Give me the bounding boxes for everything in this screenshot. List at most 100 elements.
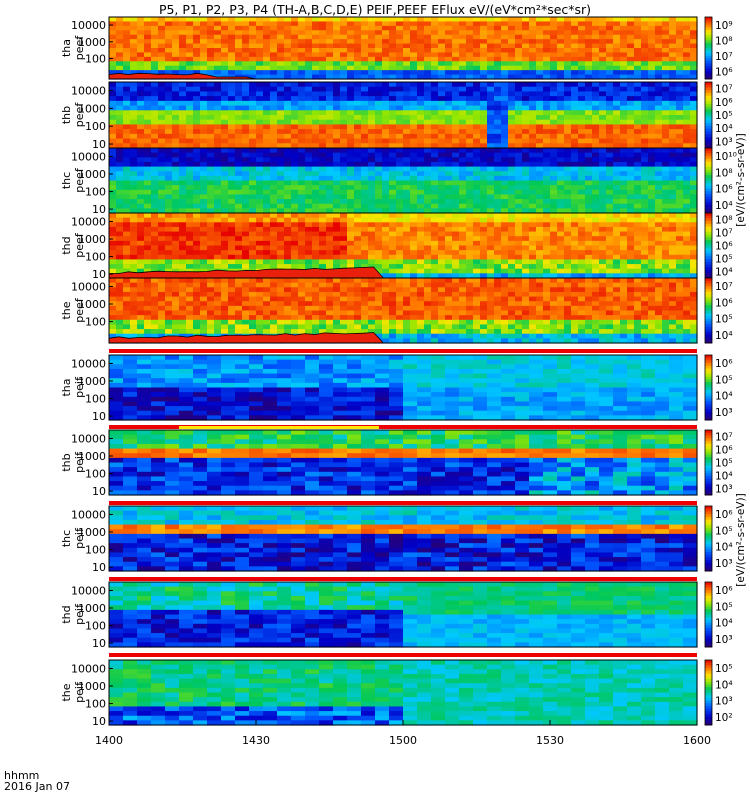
heat-cell [424,124,432,130]
heat-cell [501,180,509,186]
heat-cell [564,61,572,67]
heat-cell [172,264,180,270]
heat-cell [438,34,446,40]
heat-cell [347,143,355,149]
heat-cell [221,222,229,228]
heat-cell [431,43,439,49]
heat-cell [641,17,649,23]
heat-cell [361,61,369,67]
heat-cell [438,189,446,196]
heat-cell [361,52,369,58]
heat-cell [158,105,166,111]
heat-cell [480,254,488,261]
heat-cell [487,100,495,107]
heat-cell [396,213,404,219]
heat-cell [144,208,152,214]
heat-cell [683,61,691,67]
heat-cell [116,287,124,293]
heat-cell [522,175,530,182]
heat-cell [228,25,236,31]
heat-cell [403,34,411,40]
heat-cell [585,17,593,23]
heat-cell [683,34,691,40]
heat-cell [655,222,663,228]
heat-cell [459,222,467,228]
heat-cell [270,203,278,209]
heat-cell [564,48,572,54]
heat-cell [634,203,642,209]
heat-cell [466,180,474,186]
heat-cell [277,61,285,67]
heat-cell [242,110,250,116]
heat-cell [473,180,481,186]
heat-cell [368,61,376,67]
heat-cell [550,268,558,274]
heat-cell [298,30,306,36]
heat-cell [396,199,404,205]
heat-cell [536,245,544,251]
heat-cell [158,282,166,288]
heat-cell [683,226,691,233]
heat-cell [270,48,278,54]
heat-cell [613,100,621,107]
heat-cell [564,161,572,168]
heat-cell [648,48,656,54]
heat-cell [690,273,698,279]
heat-cell [221,152,229,158]
heat-cell [235,226,243,233]
heat-cell [207,110,215,116]
colorbar-segment [705,161,712,165]
y-tick-label: 100 [85,251,106,264]
heat-cell [375,91,383,97]
heat-cell [151,152,159,158]
heat-cell [123,105,131,111]
heat-cell [655,231,663,237]
heat-cell [487,245,495,251]
heat-cell [207,157,215,163]
heat-cell [466,217,474,223]
heat-cell [417,268,425,274]
heat-cell [137,217,145,223]
heat-cell [515,34,523,40]
heat-cell [683,273,691,279]
heat-cell [284,152,292,158]
heat-cell [585,180,593,186]
heat-cell [424,138,432,144]
heat-cell [389,86,397,93]
heat-cell [144,143,152,149]
heat-cell [620,273,628,279]
heat-cell [228,222,236,228]
heat-cell [263,70,271,76]
heat-cell [326,21,334,27]
heat-cell [207,65,215,71]
heat-cell [130,217,138,223]
heat-cell [207,82,215,88]
heat-cell [109,119,117,126]
heat-cell [480,110,488,116]
heat-cell [354,180,362,186]
colorbar-segment [705,71,712,75]
heat-cell [648,226,656,233]
heat-cell [179,110,187,116]
heat-cell [522,157,530,163]
heat-cell [529,194,537,200]
heat-cell [396,264,404,270]
heat-cell [487,152,495,158]
heat-cell [333,166,341,172]
heat-cell [669,138,677,144]
heat-cell [557,250,565,256]
heat-cell [165,259,173,265]
heat-cell [396,56,404,62]
heat-cell [606,152,614,158]
heat-cell [606,21,614,27]
heat-cell [690,65,698,71]
heat-cell [578,226,586,233]
heat-cell [116,175,124,182]
heat-cell [508,222,516,228]
heat-cell [305,124,313,130]
heat-cell [508,21,516,27]
heat-cell [347,185,355,191]
heat-cell [263,119,271,126]
heat-cell [144,324,152,330]
heat-cell [130,39,138,45]
